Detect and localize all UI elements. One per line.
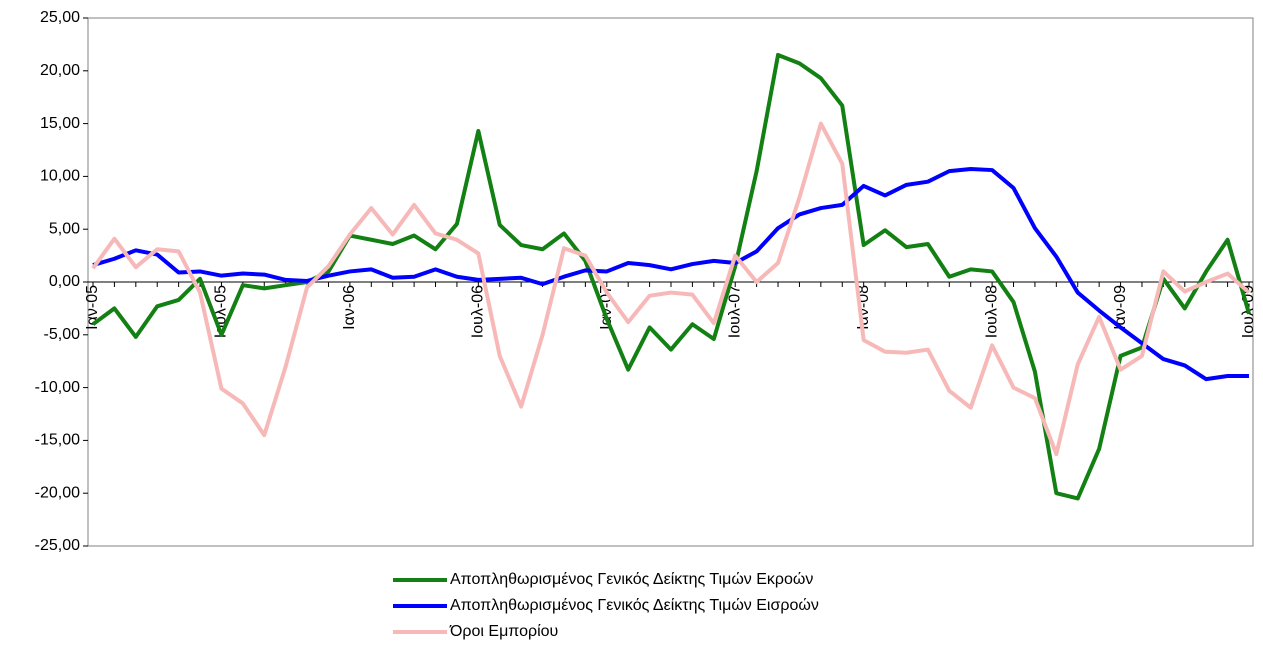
x-tick-label: Ιαν-05 — [84, 285, 101, 330]
x-tick-label: Ιαν-06 — [341, 285, 358, 330]
y-tick-label: -15,00 — [35, 432, 80, 449]
series-line — [91, 121, 1251, 457]
x-tick-label: Ιουλ-08 — [983, 285, 1000, 338]
y-tick-label: -5,00 — [44, 326, 81, 343]
series-line — [92, 167, 1249, 382]
y-tick-label: -10,00 — [35, 379, 80, 396]
legend-label: Όροι Εμπορίου — [449, 623, 558, 640]
y-tick-label: 20,00 — [40, 62, 80, 79]
y-tick-label: 5,00 — [49, 220, 80, 237]
y-tick-label: 25,00 — [40, 9, 80, 26]
y-tick-label: 0,00 — [49, 273, 80, 290]
legend-label: Αποπληθωρισμένος Γενικός Δείκτης Τιμών Ε… — [450, 597, 819, 614]
y-tick-label: 15,00 — [40, 115, 80, 132]
y-tick-label: -25,00 — [35, 537, 80, 554]
y-tick-label: 10,00 — [40, 168, 80, 185]
y-tick-label: -20,00 — [35, 484, 80, 501]
x-tick-label: Ιουλ-06 — [470, 285, 487, 338]
series-line — [91, 52, 1251, 501]
legend-label: Αποπληθωρισμένος Γενικός Δείκτης Τιμών Ε… — [450, 571, 813, 588]
x-tick-label: Ιαν-09 — [1112, 285, 1129, 330]
x-tick-label: Ιουλ-07 — [726, 285, 743, 338]
